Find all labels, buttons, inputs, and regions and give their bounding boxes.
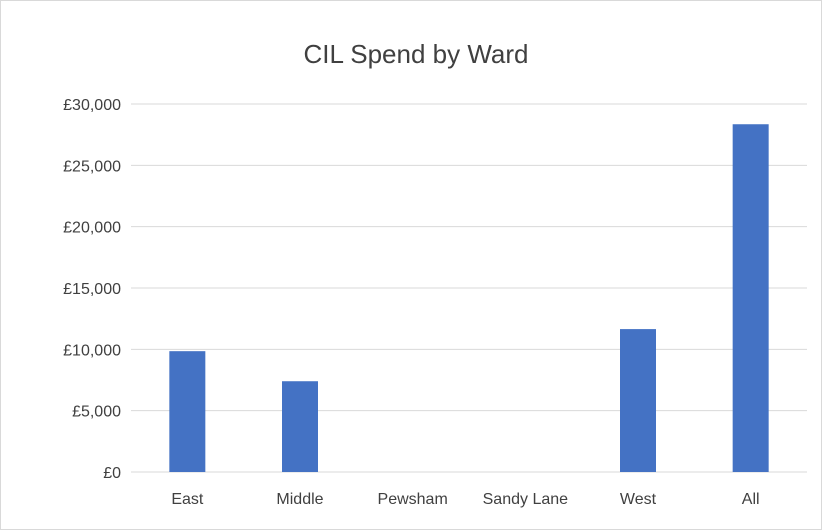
- x-tick-label: Pewsham: [378, 491, 448, 508]
- gridlines: [131, 103, 807, 473]
- x-tick-label: Middle: [276, 491, 323, 508]
- bar-east: [169, 351, 206, 472]
- y-tick-label: £10,000: [63, 342, 121, 359]
- y-tick-label: £0: [103, 465, 121, 482]
- x-tick-label: East: [171, 491, 204, 508]
- bars: [169, 124, 769, 473]
- chart-title: CIL Spend by Ward: [304, 39, 529, 69]
- y-tick-label: £25,000: [63, 158, 121, 175]
- bar-middle: [282, 381, 318, 472]
- bar-west: [620, 329, 656, 472]
- x-tick-label: Sandy Lane: [483, 491, 569, 508]
- x-tick-label: West: [620, 491, 657, 508]
- y-tick-label: £15,000: [63, 281, 121, 298]
- bar-all: [732, 124, 769, 473]
- y-tick-label: £20,000: [63, 220, 121, 237]
- x-tick-label: All: [742, 491, 760, 508]
- y-axis-tick-labels: £0 £5,000 £10,000 £15,000 £20,000 £25,000 £30,…: [63, 97, 121, 482]
- y-tick-label: £30,000: [63, 97, 121, 114]
- x-axis-tick-labels: East Middle Pewsham Sandy Lane West All: [171, 491, 759, 508]
- y-tick-label: £5,000: [72, 404, 121, 421]
